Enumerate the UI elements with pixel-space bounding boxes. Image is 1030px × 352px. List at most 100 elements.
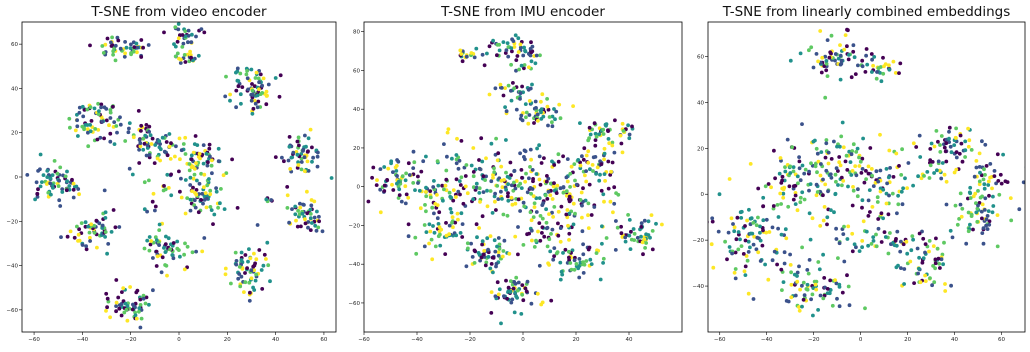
- scatter-point: [207, 146, 212, 151]
- scatter-point: [741, 252, 746, 256]
- scatter-point: [190, 32, 194, 37]
- scatter-point: [264, 89, 269, 94]
- scatter-point: [830, 303, 835, 308]
- scatter-point: [771, 204, 776, 208]
- scatter-point: [881, 55, 885, 60]
- scatter-point: [917, 255, 921, 260]
- scatter-point: [851, 188, 856, 193]
- scatter-point: [546, 189, 551, 194]
- scatter-point: [308, 216, 313, 221]
- scatter-point: [845, 237, 850, 241]
- scatter-point: [758, 238, 763, 243]
- scatter-point: [242, 290, 246, 294]
- scatter-point: [496, 250, 501, 255]
- scatter-point: [178, 189, 182, 194]
- scatter-point: [528, 210, 533, 215]
- scatter-point: [421, 159, 426, 164]
- scatter-point: [977, 179, 982, 184]
- scatter-point: [160, 255, 165, 260]
- scatter-point: [545, 174, 549, 178]
- scatter-point: [509, 300, 514, 305]
- scatter-point: [221, 173, 226, 178]
- scatter-point: [577, 275, 582, 280]
- scatter-point: [422, 223, 427, 227]
- scatter-point: [735, 215, 740, 220]
- scatter-point: [149, 239, 154, 243]
- scatter-point: [119, 302, 124, 306]
- scatter-point: [932, 280, 937, 285]
- scatter-point: [317, 214, 321, 219]
- scatter-point: [105, 251, 109, 256]
- scatter-point: [300, 211, 305, 216]
- scatter-point: [920, 260, 925, 265]
- scatter-point: [444, 168, 449, 173]
- scatter-point: [261, 76, 266, 81]
- scatter-point: [97, 109, 101, 113]
- scatter-point: [491, 175, 495, 180]
- y-tick-label: 0: [15, 175, 19, 181]
- scatter-point: [744, 254, 749, 258]
- scatter-point: [534, 106, 538, 110]
- scatter-point: [761, 228, 765, 233]
- scatter-point: [252, 288, 257, 292]
- scatter-point: [974, 159, 979, 163]
- scatter-point: [302, 169, 307, 174]
- scatter-point: [548, 193, 553, 198]
- scatter-point: [567, 255, 571, 260]
- scatter-point: [609, 169, 613, 174]
- scatter-point: [154, 238, 159, 243]
- scatter-point: [158, 142, 163, 146]
- scatter-point: [412, 160, 417, 165]
- scatter-point: [940, 161, 945, 165]
- scatter-point: [843, 33, 848, 37]
- scatter-point: [828, 288, 833, 292]
- scatter-point: [182, 53, 187, 57]
- scatter-point: [950, 235, 955, 240]
- scatter-point: [780, 288, 784, 292]
- scatter-point: [781, 280, 786, 284]
- scatter-points: [708, 27, 1025, 318]
- scatter-point: [499, 86, 504, 90]
- scatter-point: [936, 159, 941, 164]
- scatter-point: [150, 199, 155, 204]
- scatter-point: [853, 164, 858, 169]
- scatter-point: [449, 195, 454, 200]
- scatter-point: [310, 221, 314, 225]
- scatter-point: [157, 243, 162, 248]
- scatter-point: [504, 278, 508, 283]
- scatter-point: [545, 197, 550, 201]
- scatter-point: [612, 185, 617, 190]
- scatter-point: [963, 155, 967, 159]
- scatter-point: [496, 292, 501, 297]
- scatter-point: [577, 257, 582, 261]
- scatter-point: [520, 175, 524, 180]
- scatter-point: [919, 176, 924, 181]
- scatter-point: [578, 198, 583, 202]
- scatter-point: [419, 169, 424, 174]
- scatter-point: [581, 252, 586, 257]
- scatter-point: [176, 27, 181, 32]
- scatter-point: [199, 198, 204, 202]
- scatter-point: [626, 123, 630, 128]
- scatter-point: [127, 121, 132, 125]
- x-tick-label: −60: [714, 337, 726, 343]
- scatter-point: [808, 237, 813, 242]
- scatter-point: [36, 187, 40, 192]
- scatter-point: [888, 166, 892, 170]
- scatter-point: [441, 198, 445, 203]
- scatter-point: [142, 246, 147, 251]
- scatter-point: [253, 76, 258, 80]
- scatter-point: [727, 245, 732, 249]
- scatter-point: [915, 246, 920, 251]
- scatter-point: [509, 62, 513, 67]
- scatter-point: [424, 185, 428, 190]
- x-tick-label: −40: [77, 337, 89, 343]
- scatter-point: [821, 252, 825, 257]
- scatter-point: [171, 256, 176, 261]
- scatter-point: [860, 245, 864, 250]
- scatter-point: [141, 45, 146, 50]
- scatter-point: [618, 133, 623, 138]
- scatter-point: [139, 55, 144, 59]
- scatter-point: [845, 44, 849, 49]
- scatter-point: [34, 180, 39, 185]
